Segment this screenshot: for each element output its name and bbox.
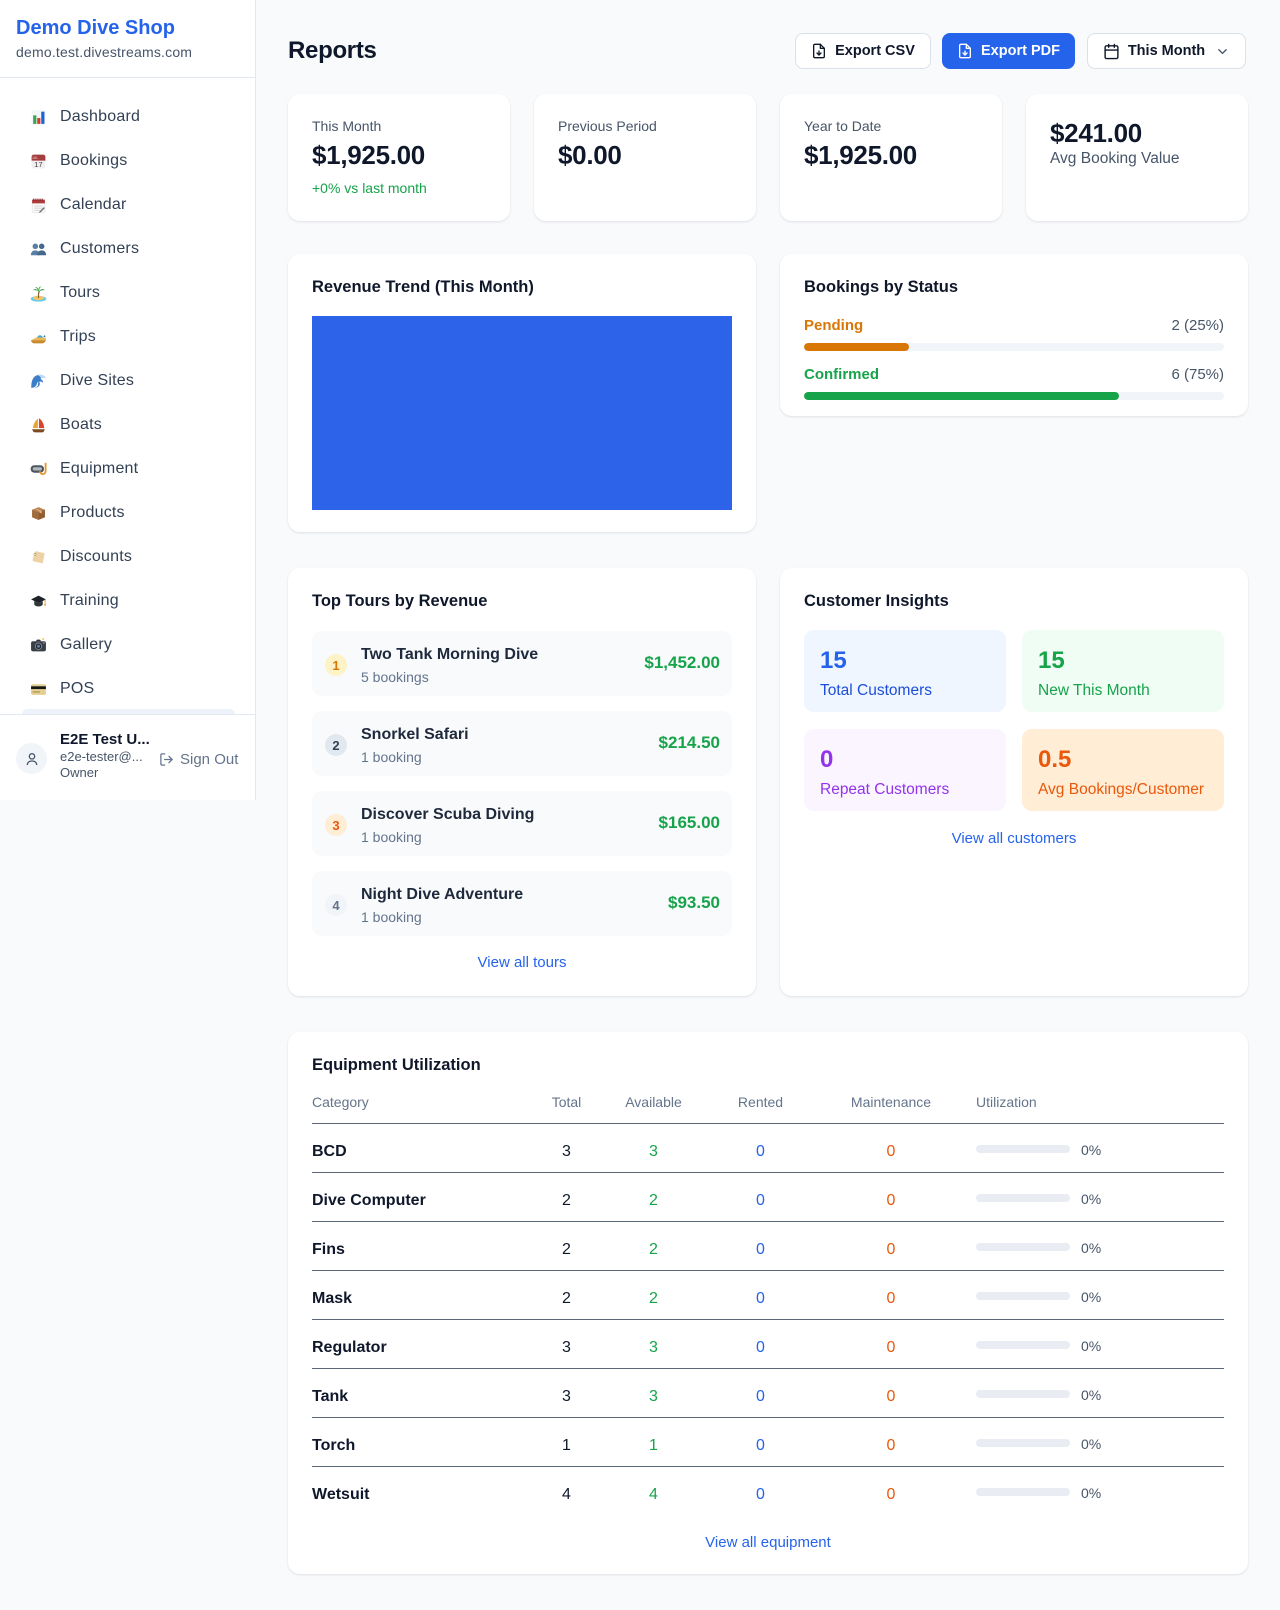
- svg-text:17: 17: [34, 160, 42, 169]
- svg-text:JUL: JUL: [32, 155, 39, 159]
